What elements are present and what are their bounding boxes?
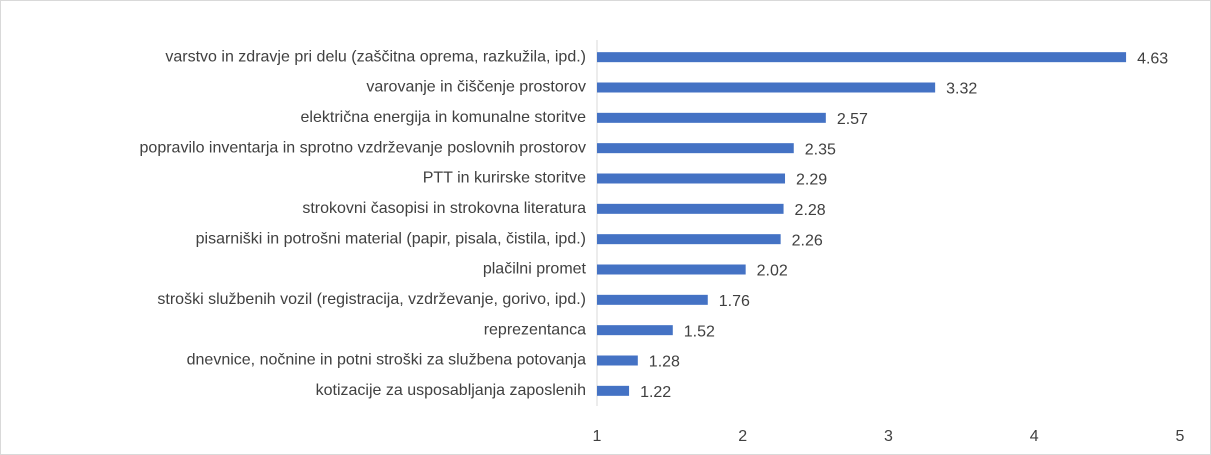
bar [597,112,826,123]
data-label: 1.22 [640,384,671,401]
y-tick-label: pisarniški in potrošni material (papir, … [196,230,586,247]
bar [597,173,786,184]
bar [597,355,638,366]
bar [597,385,630,396]
data-label: 2.35 [805,141,836,158]
x-tick-label: 4 [1030,428,1039,445]
bar [597,82,936,93]
bar [597,325,673,336]
bar [597,203,784,214]
data-label: 1.76 [719,293,750,310]
y-tick-label: stroški službenih vozil (registracija, v… [157,291,586,308]
bar [597,143,794,154]
bar [597,52,1127,63]
y-tick-label: električna energija in komunalne storitv… [301,109,587,126]
x-tick-label: 1 [593,428,602,445]
y-tick-label: reprezentanca [484,321,586,338]
data-label: 4.63 [1137,50,1168,67]
bar [597,234,781,245]
data-label: 2.29 [796,172,827,189]
y-tick-label: plačilni promet [483,261,587,278]
y-tick-label: popravilo inventarja in sprotno vzdrževa… [140,139,586,156]
data-label: 1.52 [684,323,715,340]
y-tick-label: dnevnice, nočnine in potni stroški za sl… [187,352,586,369]
bar [597,294,708,305]
data-label: 2.28 [795,202,826,219]
x-tick-label: 5 [1176,428,1185,445]
data-label: 2.57 [837,111,868,128]
bar [597,264,746,275]
y-tick-label: varovanje in čiščenje prostorov [366,79,586,96]
y-tick-label: varstvo in zdravje pri delu (zaščitna op… [165,48,586,65]
data-label: 2.02 [757,263,788,280]
x-tick-label: 2 [738,428,747,445]
y-tick-label: PTT in kurirske storitve [423,170,586,187]
data-label: 2.26 [792,232,823,249]
data-label: 1.28 [649,354,680,371]
x-tick-label: 3 [884,428,893,445]
y-tick-label: kotizacije za usposabljanja zaposlenih [316,382,586,399]
data-label: 3.32 [946,81,977,98]
y-tick-label: strokovni časopisi in strokovna literatu… [302,200,586,217]
